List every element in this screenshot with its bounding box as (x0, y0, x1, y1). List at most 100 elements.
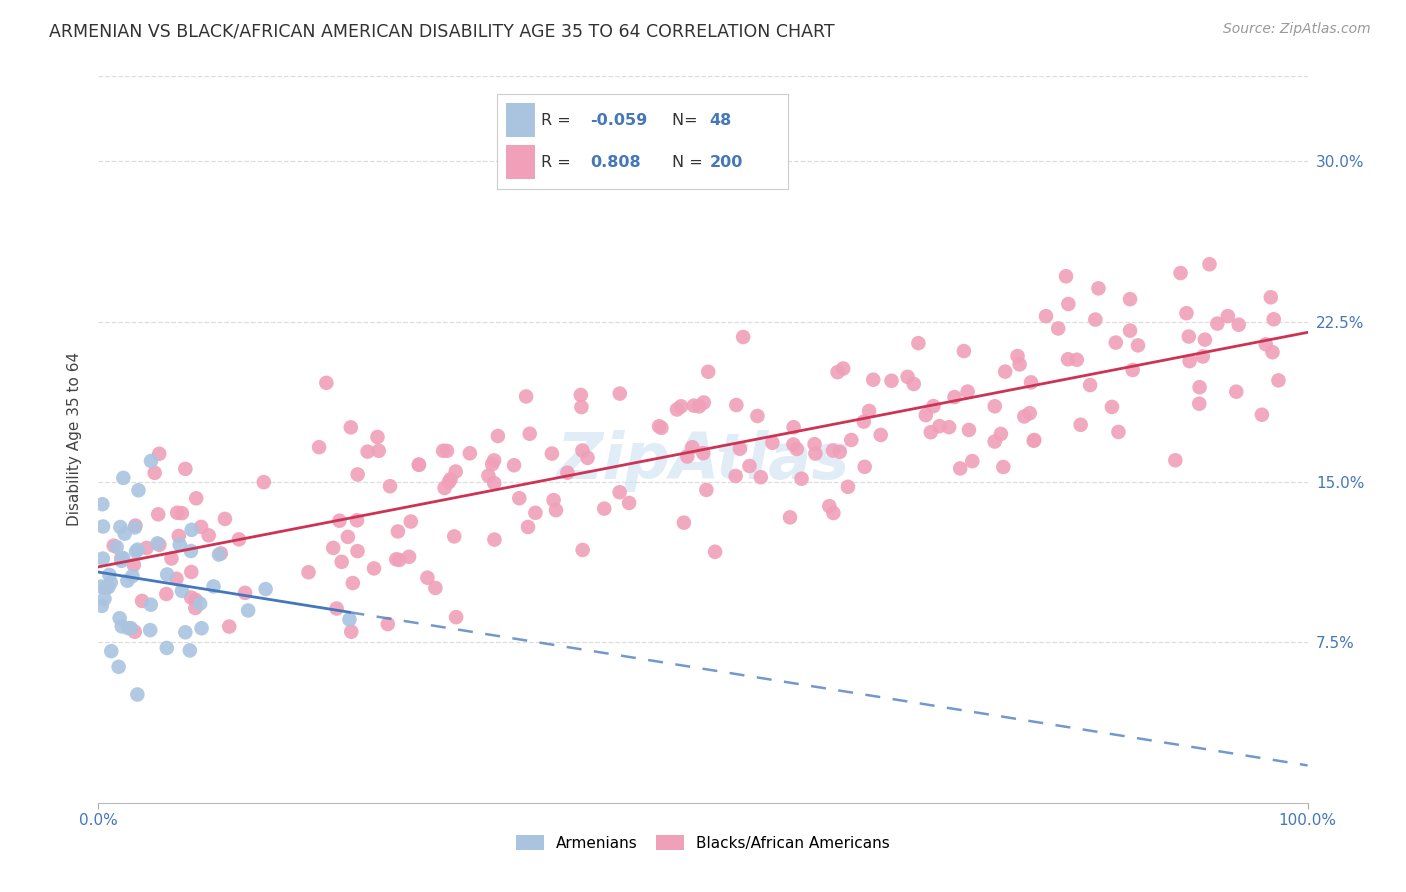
Point (728, 442, 751, 456)
Point (166, 506, 188, 520)
Point (170, 583, 193, 598)
Point (928, 419, 950, 434)
Point (125, 544, 148, 558)
Point (786, 442, 808, 456)
Point (131, 594, 153, 608)
Point (1119, 324, 1142, 338)
Point (733, 330, 755, 344)
Point (437, 475, 460, 490)
Point (214, 512, 236, 526)
Point (179, 643, 201, 657)
Point (346, 513, 368, 527)
Point (167, 529, 190, 543)
Point (957, 423, 980, 437)
Point (120, 621, 142, 635)
Point (103, 539, 125, 553)
Point (186, 491, 208, 506)
Point (346, 544, 368, 558)
Point (477, 468, 499, 483)
Point (994, 365, 1017, 379)
Point (862, 373, 884, 387)
Point (1170, 266, 1192, 280)
Point (821, 443, 844, 458)
Point (869, 428, 891, 442)
Point (669, 400, 692, 414)
Point (112, 471, 135, 485)
Point (1164, 453, 1187, 467)
Point (107, 660, 129, 674)
Point (110, 554, 132, 568)
Point (617, 496, 640, 510)
Point (481, 457, 503, 471)
Point (1254, 337, 1277, 351)
Point (1126, 338, 1149, 352)
Point (174, 625, 197, 640)
Point (117, 574, 139, 588)
Point (399, 515, 422, 529)
Point (121, 569, 143, 583)
Point (139, 598, 162, 612)
Point (308, 440, 330, 454)
Point (1194, 333, 1216, 347)
Point (346, 467, 368, 482)
Point (557, 466, 579, 480)
Point (416, 571, 439, 585)
Point (1057, 297, 1080, 311)
Point (336, 530, 359, 544)
Point (503, 458, 526, 473)
Point (922, 399, 945, 413)
Point (165, 572, 187, 586)
Point (609, 485, 631, 500)
Point (148, 538, 170, 552)
Point (804, 446, 827, 460)
Point (170, 506, 193, 520)
Point (110, 551, 132, 566)
Point (1177, 329, 1199, 343)
Point (650, 421, 672, 435)
Point (155, 587, 177, 601)
Point (315, 376, 337, 390)
Point (122, 558, 145, 572)
Point (139, 623, 162, 637)
Point (990, 426, 1012, 441)
Text: ARMENIAN VS BLACK/AFRICAN AMERICAN DISABILITY AGE 35 TO 64 CORRELATION CHART: ARMENIAN VS BLACK/AFRICAN AMERICAN DISAB… (49, 22, 835, 40)
Point (1198, 257, 1220, 271)
Point (524, 506, 547, 520)
Point (114, 526, 136, 541)
Point (984, 399, 1007, 413)
Point (1018, 406, 1040, 420)
Point (1267, 373, 1289, 387)
Point (93, 591, 115, 606)
Point (388, 553, 411, 567)
Point (322, 541, 344, 555)
Point (837, 480, 859, 494)
Point (339, 420, 361, 434)
Point (90, 580, 112, 594)
Point (228, 533, 250, 547)
Point (97, 580, 120, 594)
Point (569, 388, 592, 402)
Point (1227, 318, 1250, 332)
Point (156, 640, 179, 655)
Point (202, 579, 225, 593)
Point (482, 453, 505, 467)
Point (790, 472, 813, 486)
Point (100, 575, 122, 590)
Point (1070, 417, 1092, 432)
Point (517, 520, 540, 534)
Point (143, 466, 166, 480)
Point (519, 426, 541, 441)
Point (907, 336, 929, 351)
Point (1206, 317, 1229, 331)
Point (827, 365, 849, 379)
Point (180, 565, 202, 579)
Point (818, 499, 841, 513)
Point (233, 586, 256, 600)
Point (953, 344, 976, 359)
Point (127, 483, 149, 498)
Point (761, 435, 783, 450)
Point (858, 404, 880, 418)
Point (1014, 409, 1036, 424)
Point (328, 514, 350, 528)
Point (436, 443, 458, 458)
